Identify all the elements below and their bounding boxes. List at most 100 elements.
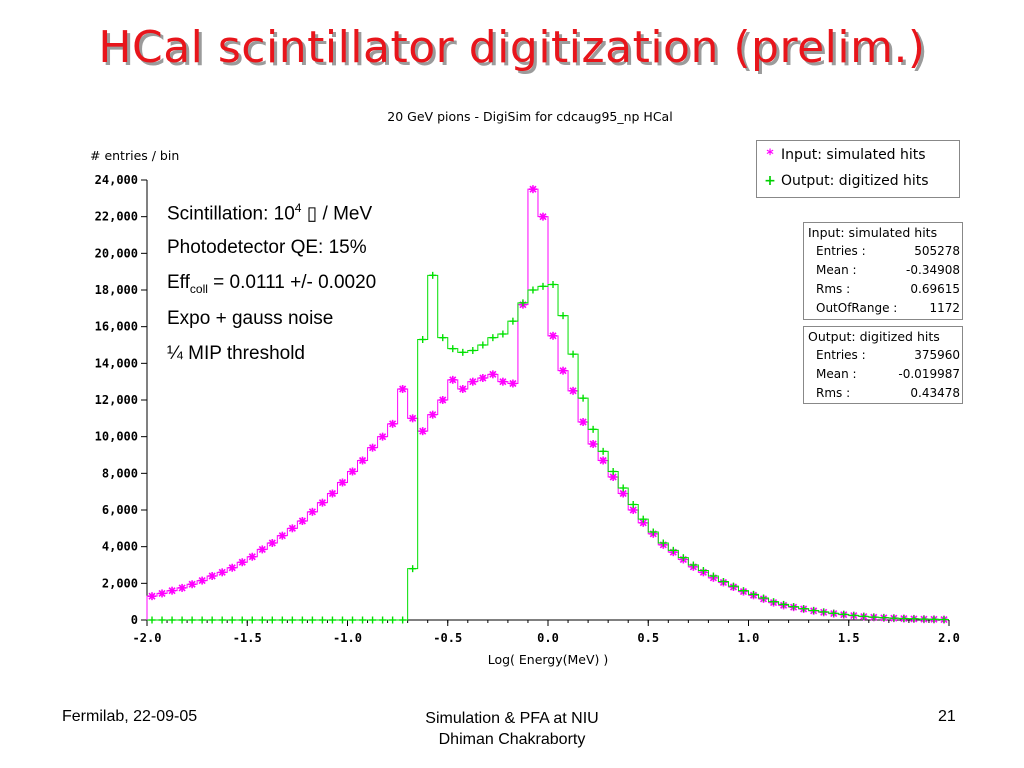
data-point-output [369, 616, 377, 624]
data-point-input [188, 580, 197, 589]
footer-left: Fermilab, 22-09-05 [62, 708, 198, 725]
stats-output-row: Entries :375960 [816, 348, 960, 362]
data-point-input [528, 185, 537, 194]
stats-input-header: Input: simulated hits [808, 225, 938, 240]
data-point-output [860, 612, 868, 620]
data-point-output [750, 590, 758, 598]
y-tick-label: 20,000 [95, 246, 138, 260]
annotation-photodetector-qe: Photodetector QE: 15% [167, 237, 367, 258]
data-point-output [790, 603, 798, 611]
data-point-output [148, 616, 156, 624]
y-tick-label: 10,000 [95, 430, 138, 444]
data-point-output [248, 616, 256, 624]
data-point-output [940, 615, 948, 623]
data-point-output [328, 616, 336, 624]
data-point-output [308, 616, 316, 624]
data-point-input [448, 375, 457, 384]
data-point-input [589, 440, 598, 448]
data-point-output [178, 616, 186, 624]
stats-box-output: Output: digitized hits Entries :375960 M… [803, 326, 963, 404]
y-tick-label: 2,000 [102, 576, 138, 590]
y-tick-label: 0 [131, 613, 138, 627]
data-point-output [629, 501, 637, 508]
stats-box-input: Input: simulated hits Entries :505278 Me… [803, 222, 963, 320]
data-point-input [238, 558, 247, 567]
axes: 0 2,000 4,000 6,000 8,000 10,000 12,000 14,000 1… [95, 173, 960, 645]
legend-label-input: Input: simulated hits [781, 147, 926, 163]
data-point-output [359, 616, 367, 624]
data-point-input [458, 385, 467, 393]
chart-title: 20 GeV pions - DigiSim for cdcaug95_np H… [387, 109, 672, 124]
data-point-output [770, 598, 778, 606]
data-point-output [569, 350, 577, 358]
data-point-output [599, 447, 607, 455]
page-number: 21 [938, 708, 956, 725]
data-point-input [508, 379, 517, 388]
data-point-input [248, 552, 257, 561]
data-point-output [880, 614, 888, 622]
y-tick-label: 8,000 [102, 466, 138, 480]
data-point-input [559, 366, 568, 375]
data-point-output [419, 336, 427, 343]
data-point-output [389, 616, 397, 624]
y-tick-label: 4,000 [102, 540, 138, 554]
data-point-output [549, 281, 557, 288]
slide-title: HCal scintillator digitization (prelim.) [98, 22, 926, 73]
x-tick-label: 2.0 [938, 631, 960, 645]
footer-center-line2: Dhiman Chakraborty [438, 731, 586, 748]
annotation-efficiency: Effcoll = 0.0111 +/- 0.0020 [167, 272, 377, 296]
y-tick-label: 6,000 [102, 503, 138, 517]
data-point-input [318, 498, 327, 507]
data-point-output [399, 616, 407, 624]
annotation-threshold: ¼ MIP threshold [167, 343, 306, 364]
x-tick-label: -2.0 [133, 631, 162, 645]
data-point-input [288, 524, 297, 533]
data-point-output [298, 616, 306, 624]
data-point-input [278, 531, 287, 540]
x-tick-label: 1.5 [838, 631, 860, 645]
legend-marker-output: + [764, 173, 776, 189]
data-point-output [469, 347, 477, 354]
data-point-output [699, 567, 707, 574]
data-point-output [589, 425, 597, 433]
data-point-output [739, 587, 747, 595]
data-point-output [258, 616, 266, 624]
data-point-output [278, 616, 286, 624]
data-point-output [379, 616, 387, 624]
stats-input-row: Mean : -0.34908 [816, 263, 960, 277]
data-point-input [308, 507, 317, 516]
data-point-input [478, 374, 487, 382]
data-point-output [649, 528, 657, 536]
data-point-output [780, 600, 788, 608]
data-point-input [538, 212, 547, 221]
y-tick-label: 18,000 [95, 283, 138, 297]
data-point-output [810, 606, 818, 614]
data-point-output [729, 582, 737, 590]
data-point-input [639, 518, 648, 527]
stats-output-header: Output: digitized hits [808, 329, 940, 344]
data-point-output [519, 299, 527, 307]
data-point-output [850, 611, 858, 619]
y-tick-label: 12,000 [95, 393, 138, 407]
data-point-output [338, 616, 346, 624]
data-point-input [428, 410, 437, 419]
x-axis-label: Log( Energy(MeV) ) [488, 652, 609, 667]
data-point-output [800, 605, 808, 613]
data-point-input [298, 517, 307, 525]
stats-input-row: OutOfRange :1172 [816, 301, 960, 315]
data-point-input [148, 592, 157, 601]
data-point-input [368, 443, 377, 452]
data-point-input [338, 478, 347, 487]
data-point-output [238, 616, 246, 624]
data-point-output [870, 613, 878, 621]
data-point-output [830, 609, 838, 617]
data-point-output [198, 616, 206, 624]
data-point-output [168, 616, 176, 624]
annotation-noise: Expo + gauss noise [167, 308, 334, 329]
data-point-output [228, 616, 236, 624]
data-point-output [760, 594, 768, 602]
data-point-input [348, 467, 357, 476]
y-tick-label: 24,000 [95, 173, 138, 187]
data-point-input [488, 370, 497, 379]
series-layer [146, 185, 949, 624]
